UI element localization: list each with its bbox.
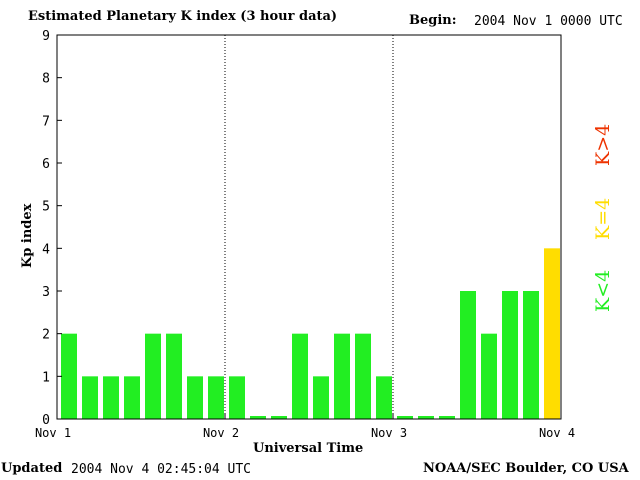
kp-bar	[82, 376, 98, 419]
x-axis-label: Universal Time	[253, 441, 364, 456]
y-tick-label: 7	[42, 114, 50, 129]
plot-frame	[56, 34, 562, 420]
kp-bar	[355, 333, 371, 419]
y-tick-label: 0	[42, 413, 50, 428]
kp-bar	[103, 376, 119, 419]
kp-bar	[460, 291, 476, 419]
kp-bar	[523, 291, 539, 419]
y-tick-label: 9	[42, 29, 50, 44]
y-tick-label: 2	[42, 328, 50, 343]
x-tick-label: Nov 3	[371, 426, 407, 440]
updated-label: Updated	[1, 461, 63, 476]
x-tick-label: Nov 1	[35, 426, 71, 440]
kp-bar	[334, 333, 350, 419]
credit-label: NOAA/SEC Boulder, CO USA	[423, 461, 629, 476]
kp-bar	[376, 376, 392, 419]
y-tick-label: 4	[42, 242, 50, 257]
kp-bar	[439, 416, 455, 419]
begin-value: 2004 Nov 1 0000 UTC	[474, 14, 623, 29]
begin-label: Begin:	[409, 13, 457, 28]
y-tick-label: 8	[42, 72, 50, 87]
kp-bar	[61, 333, 77, 419]
kp-bar	[124, 376, 140, 419]
kp-bar	[166, 333, 182, 419]
y-tick-label: 1	[42, 370, 50, 385]
chart-title: Estimated Planetary K index (3 hour data…	[28, 9, 338, 24]
kp-bar	[208, 376, 224, 419]
kp-bar	[418, 416, 434, 419]
kp-bar	[250, 416, 266, 419]
x-tick-label: Nov 4	[539, 426, 575, 440]
kp-bar	[481, 333, 497, 419]
updated-value: 2004 Nov 4 02:45:04 UTC	[71, 462, 252, 477]
kp-bar	[397, 416, 413, 419]
x-tick-label: Nov 2	[203, 426, 239, 440]
y-tick-label: 6	[42, 157, 50, 172]
kp-bar	[544, 248, 560, 419]
y-tick-label: 5	[42, 200, 50, 215]
kp-bar	[187, 376, 203, 419]
kp-bar	[292, 333, 308, 419]
kp-bar	[229, 376, 245, 419]
kp-bar	[271, 416, 287, 419]
kp-bar	[502, 291, 518, 419]
kp-bar	[313, 376, 329, 419]
y-tick-label: 3	[42, 285, 50, 300]
kp-bar	[145, 333, 161, 419]
